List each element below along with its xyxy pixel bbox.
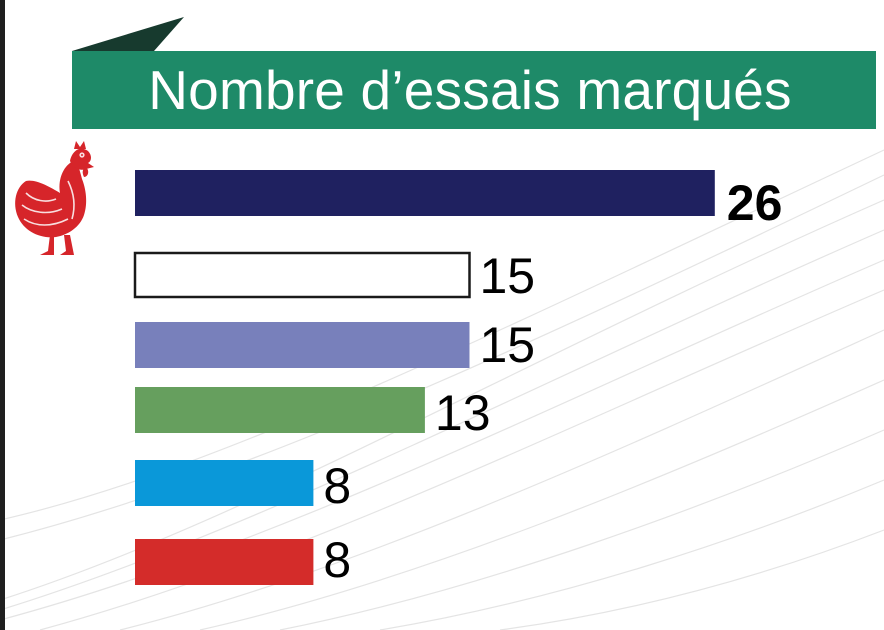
chart-title: Nombre d’essais marqués <box>148 58 792 121</box>
title-banner: Nombre d’essais marqués <box>72 51 876 129</box>
title-tab-decoration <box>72 17 184 51</box>
rooster-icon <box>15 141 94 255</box>
bar-value-label-4: 13 <box>435 385 491 441</box>
left-border-rule <box>0 0 5 630</box>
bar-value-label-3: 15 <box>480 317 536 373</box>
bar-2 <box>133 251 471 299</box>
bar-4 <box>135 387 425 433</box>
bar-value-label-5: 8 <box>323 458 351 514</box>
bar-value-label-1: 26 <box>727 175 783 231</box>
bar-6 <box>135 539 314 585</box>
bar-1 <box>135 170 715 216</box>
bar-value-label-6: 8 <box>323 532 351 588</box>
bar-5 <box>135 460 314 506</box>
bar-value-label-2: 15 <box>480 248 536 304</box>
bar-3 <box>135 322 470 368</box>
